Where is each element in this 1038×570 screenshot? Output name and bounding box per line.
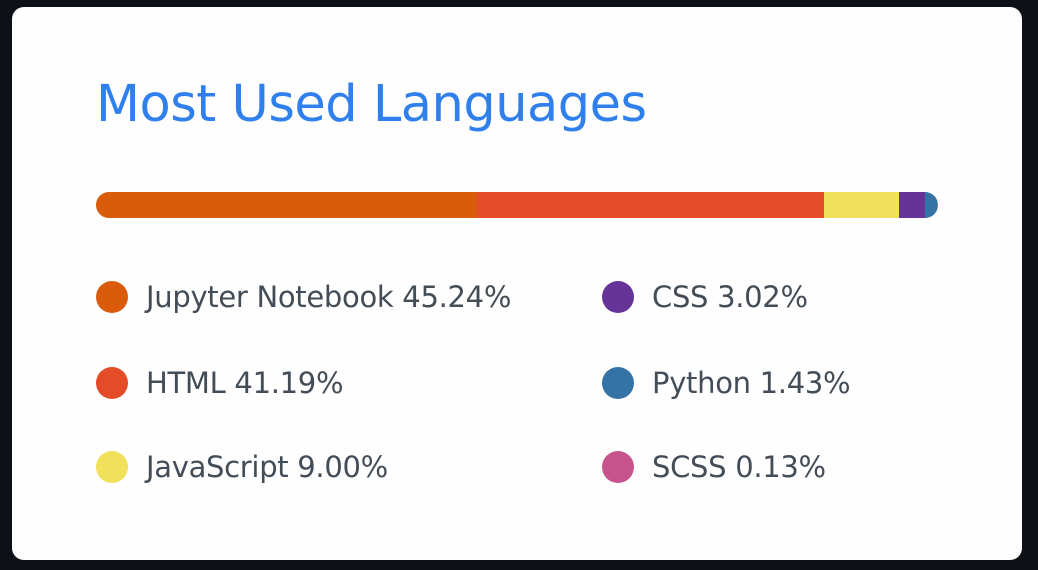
legend-label-html: HTML 41.19% (146, 366, 344, 400)
languages-stacked-bar (96, 192, 938, 218)
legend-label-python: Python 1.43% (652, 366, 851, 400)
legend-label-jupyter-notebook: Jupyter Notebook 45.24% (146, 280, 512, 314)
legend-item-html: HTML 41.19% (96, 363, 344, 403)
legend-item-javascript: JavaScript 9.00% (96, 447, 388, 487)
legend-dot-jupyter-notebook (96, 281, 128, 313)
bar-segment-css (899, 192, 925, 218)
legend-dot-html (96, 367, 128, 399)
legend-item-jupyter-notebook: Jupyter Notebook 45.24% (96, 277, 511, 317)
bar-segment-jupyter-notebook (96, 192, 477, 218)
legend-label-css: CSS 3.02% (652, 280, 808, 314)
card-title: Most Used Languages (96, 75, 647, 134)
legend-item-python: Python 1.43% (602, 363, 851, 403)
legend-label-scss: SCSS 0.13% (652, 450, 826, 484)
legend-dot-scss (602, 451, 634, 483)
languages-card: Most Used Languages Jupyter Notebook 45.… (12, 7, 1022, 560)
bar-segment-html (476, 192, 824, 218)
legend-dot-javascript (96, 451, 128, 483)
legend-dot-css (602, 281, 634, 313)
legend-item-css: CSS 3.02% (602, 277, 808, 317)
bar-segment-scss (936, 192, 938, 218)
legend-item-scss: SCSS 0.13% (602, 447, 826, 487)
bar-segment-javascript (823, 192, 900, 218)
legend-dot-python (602, 367, 634, 399)
bar-segment-python (924, 192, 937, 218)
legend-label-javascript: JavaScript 9.00% (146, 450, 388, 484)
